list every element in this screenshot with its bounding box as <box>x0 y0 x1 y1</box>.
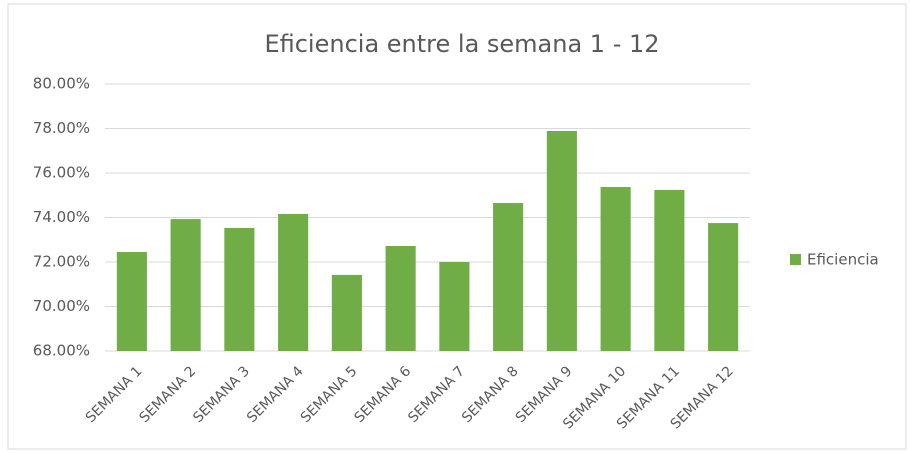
y-tick-label: 74.00% <box>33 208 90 226</box>
bar <box>385 245 416 351</box>
bar <box>331 274 362 351</box>
bar <box>278 213 309 351</box>
bar <box>600 187 631 351</box>
bar <box>224 227 255 351</box>
legend-label: Eficiencia <box>807 251 879 269</box>
bar <box>708 223 739 351</box>
bar <box>170 219 201 351</box>
y-tick-label: 72.00% <box>33 253 90 271</box>
y-tick-label: 80.00% <box>33 75 90 93</box>
bar <box>654 189 685 351</box>
y-tick-label: 70.00% <box>33 297 90 315</box>
y-tick-label: 78.00% <box>33 119 90 137</box>
bar <box>546 130 577 351</box>
bar <box>493 203 524 351</box>
chart-frame <box>7 3 907 450</box>
y-tick-label: 76.00% <box>33 164 90 182</box>
bar <box>439 262 470 351</box>
legend-swatch <box>790 254 801 265</box>
chart-title: Eficiencia entre la semana 1 - 12 <box>264 30 659 58</box>
bar <box>116 251 147 351</box>
y-tick-label: 68.00% <box>33 342 90 360</box>
